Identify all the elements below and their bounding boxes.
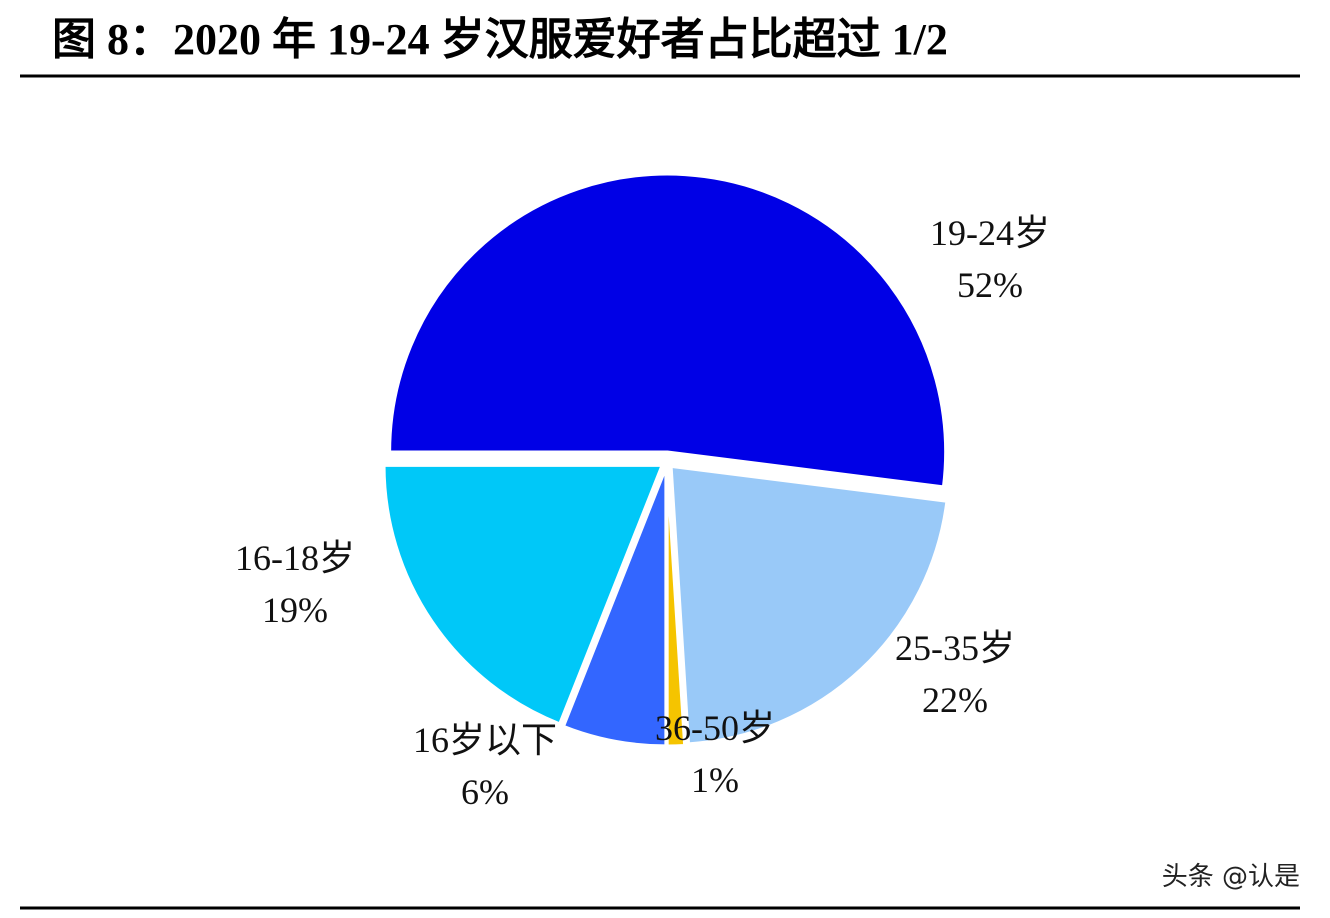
slice-value-label: 52%	[957, 265, 1023, 305]
watermark: 头条 @认是	[1162, 862, 1300, 892]
slice-value-label: 22%	[922, 680, 988, 720]
slice-value-label: 1%	[691, 760, 739, 800]
slice-label: 16-18岁	[235, 538, 355, 578]
pie-slice	[561, 467, 668, 748]
slice-label: 16岁以下	[413, 720, 557, 760]
pie-slice	[669, 464, 949, 746]
slice-value-label: 6%	[461, 772, 509, 812]
pie-slice	[382, 463, 665, 726]
pie-slice	[388, 172, 948, 489]
slice-label: 36-50岁	[655, 708, 775, 748]
slice-value-label: 19%	[262, 590, 328, 630]
slice-label: 19-24岁	[930, 213, 1050, 253]
slice-label: 25-35岁	[895, 628, 1015, 668]
chart-title: 图 8：2020 年 19-24 岁汉服爱好者占比超过 1/2	[52, 15, 948, 64]
